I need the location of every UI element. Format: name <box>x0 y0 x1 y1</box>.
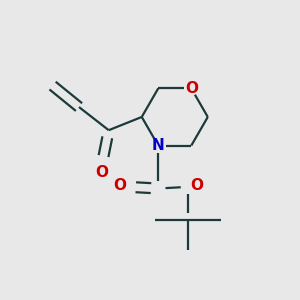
Text: N: N <box>152 138 165 153</box>
Text: O: O <box>191 178 204 194</box>
Text: O: O <box>113 178 126 194</box>
Text: O: O <box>185 81 198 96</box>
Text: O: O <box>96 165 109 180</box>
